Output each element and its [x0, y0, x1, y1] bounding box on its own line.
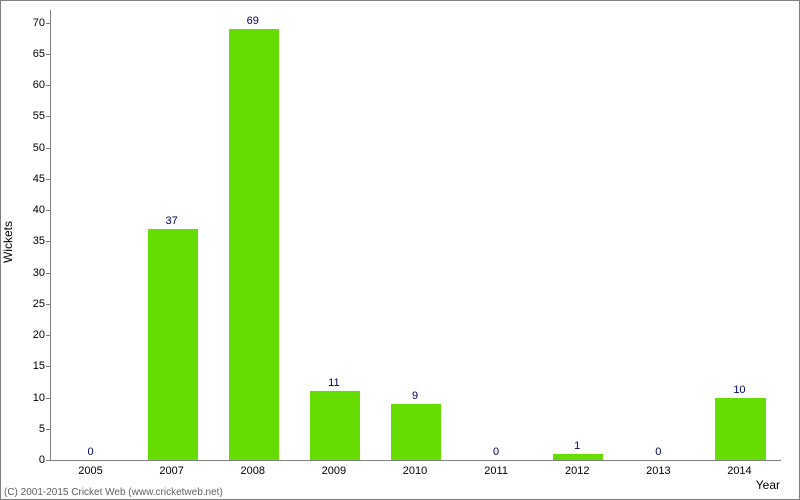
y-tick-label: 25 [5, 298, 45, 310]
y-axis-label: Wickets [1, 221, 15, 263]
y-tick-label: 45 [5, 173, 45, 185]
y-tick-label: 15 [5, 360, 45, 372]
y-tick-label: 55 [5, 110, 45, 122]
y-tick-label: 5 [5, 423, 45, 435]
y-tick-label: 70 [5, 17, 45, 29]
x-tick-label: 2014 [727, 465, 751, 477]
copyright-footer: (C) 2001-2015 Cricket Web (www.cricketwe… [4, 487, 223, 498]
x-tick-label: 2012 [565, 465, 589, 477]
x-tick-label: 2009 [322, 465, 346, 477]
y-tick-label: 30 [5, 267, 45, 279]
x-tick-label: 2008 [241, 465, 265, 477]
y-tick-label: 60 [5, 79, 45, 91]
bar-value-label: 0 [87, 446, 93, 458]
x-tick-label: 2013 [646, 465, 670, 477]
y-tick-label: 10 [5, 392, 45, 404]
x-tick-label: 2011 [484, 465, 508, 477]
x-tick-label: 2010 [403, 465, 427, 477]
bar-value-label: 10 [733, 384, 745, 396]
bar-value-label: 11 [328, 377, 339, 389]
y-tick-label: 65 [5, 48, 45, 60]
x-tick-label: 2007 [159, 465, 183, 477]
bar [310, 391, 360, 460]
bar-value-label: 1 [574, 440, 580, 452]
chart-container: 0510152025303540455055606570 20052007200… [0, 0, 800, 500]
y-tick-label: 0 [5, 454, 45, 466]
x-tick-label: 2005 [78, 465, 102, 477]
bar [148, 229, 198, 460]
y-tick-label: 20 [5, 329, 45, 341]
y-tick-label: 40 [5, 204, 45, 216]
bar [391, 404, 441, 460]
x-axis-label: Year [756, 478, 780, 492]
bar-value-label: 0 [655, 446, 661, 458]
bar-value-label: 0 [493, 446, 499, 458]
bar-value-label: 37 [166, 215, 178, 227]
bar [553, 454, 603, 460]
bar [715, 398, 765, 461]
y-tick-label: 50 [5, 142, 45, 154]
bar [229, 29, 279, 460]
bar-value-label: 9 [412, 390, 418, 402]
bar-value-label: 69 [247, 15, 259, 27]
